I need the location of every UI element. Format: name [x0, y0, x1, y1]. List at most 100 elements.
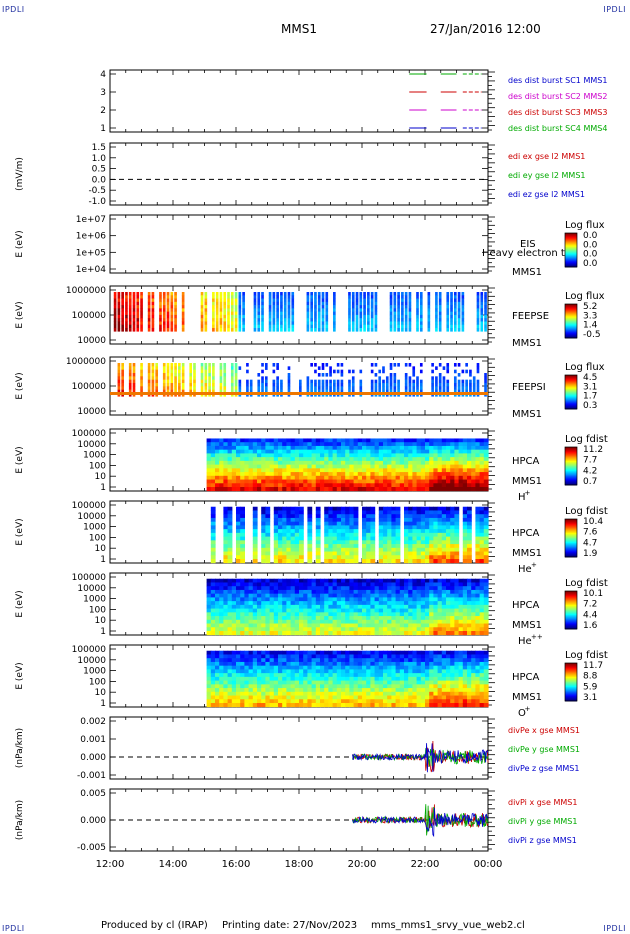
spectrogram-cell: [244, 604, 250, 609]
spectrogram-cell: [206, 472, 212, 477]
spectrogram-cell: [454, 597, 460, 602]
spectrogram-cell: [484, 386, 487, 390]
spectrogram-cell: [257, 460, 262, 465]
spectrogram-cell: [416, 376, 419, 380]
spectrogram-cell: [471, 578, 476, 583]
spectrogram-cell: [374, 453, 380, 458]
spectrogram-cell: [253, 311, 257, 316]
spectrogram-cell: [412, 383, 416, 387]
colorbar-segment: [565, 453, 577, 456]
spectrogram-cell: [227, 582, 233, 587]
spectrogram-cell: [345, 582, 350, 587]
spectrogram-cell: [332, 438, 338, 443]
spectrogram-cell: [227, 318, 230, 322]
spectrogram-cell: [303, 608, 308, 613]
spectrogram-cell: [311, 457, 317, 462]
spectrogram-cell: [306, 305, 310, 309]
spectrogram-cell: [389, 318, 393, 322]
spectrogram-cell: [476, 305, 480, 309]
spectrogram-cell: [387, 555, 392, 560]
spectrogram-cell: [170, 373, 174, 377]
spectrogram-cell: [234, 311, 238, 316]
spectrogram-cell: [446, 547, 451, 552]
spectrogram-cell: [121, 321, 124, 326]
spectrogram-cell: [212, 308, 215, 312]
spectrogram-cell: [227, 525, 233, 530]
spectrogram-cell: [345, 460, 350, 465]
spectrogram-cell: [458, 604, 464, 609]
spectrogram-cell: [441, 578, 447, 583]
spectrogram-cell: [387, 438, 392, 443]
spectrogram-cell: [234, 366, 238, 370]
colorbar-tick-label: 4.5: [583, 373, 597, 383]
spectrogram-cell: [399, 627, 405, 632]
spectrogram-cell: [349, 555, 355, 560]
spectrogram-cell: [290, 586, 296, 591]
spectrogram-cell: [242, 301, 245, 306]
spectrogram-cell: [387, 604, 392, 609]
spectrogram-cell: [121, 298, 124, 303]
spectrogram-cell: [461, 311, 465, 316]
spectrogram-cell: [479, 468, 485, 473]
spectrogram-cell: [219, 483, 224, 488]
spacecraft-label: MMS1: [512, 338, 542, 349]
spectrogram-cell: [287, 373, 291, 377]
spectrogram-cell: [404, 318, 408, 322]
spectrogram-cell: [370, 464, 376, 469]
spectrogram-cell: [257, 586, 262, 591]
spectrogram-cell: [341, 510, 346, 515]
spectrogram-cell: [286, 529, 292, 534]
spectrogram-cell: [483, 457, 489, 462]
spectrogram-cell: [333, 386, 336, 390]
spectrogram-cell: [420, 525, 426, 530]
spectrogram-cell: [206, 616, 212, 621]
colorbar-segment: [565, 546, 577, 549]
spectrogram-cell: [248, 589, 254, 595]
spectrogram-cell: [206, 612, 212, 617]
spectrogram-cell: [324, 597, 329, 602]
spectrogram-cell: [431, 386, 434, 390]
spectrogram-cell: [147, 321, 151, 326]
spectrogram-cell: [345, 525, 350, 530]
colorbar-segment: [565, 237, 577, 240]
spectrogram-cell: [450, 483, 455, 488]
spectrogram-cell: [404, 292, 408, 296]
spectrogram-cell: [321, 318, 325, 322]
spectrogram-cell: [240, 627, 245, 632]
spectrogram-cell: [219, 619, 224, 624]
spectrogram-cell: [412, 479, 418, 484]
spectrogram-cell: [307, 453, 313, 458]
spectrogram-cell: [412, 544, 418, 549]
spectrogram-cell: [341, 547, 346, 552]
spectrogram-cell: [353, 445, 359, 451]
spectrogram-cell: [223, 578, 229, 583]
spectrogram-cell: [170, 389, 174, 394]
spectrogram-cell: [286, 445, 292, 451]
spectrogram-cell: [416, 487, 422, 492]
spectrogram-cell: [204, 292, 208, 296]
spectrogram-cell: [367, 298, 370, 303]
spectrogram-cell: [475, 460, 481, 465]
spectrogram-cell: [253, 314, 257, 319]
spectrogram-cell: [174, 318, 177, 322]
spectrogram-cell: [257, 597, 262, 602]
colorbar-segment: [565, 333, 577, 336]
spectrogram-cell: [345, 547, 350, 552]
spectrogram-cell: [269, 612, 275, 617]
spectrogram-cell: [282, 442, 287, 447]
spectrogram-cell: [378, 547, 384, 552]
spectrogram-cell: [433, 506, 439, 511]
spectrogram-cell: [435, 305, 438, 309]
colorbar-segment: [565, 524, 577, 526]
spectrogram-cell: [269, 601, 275, 606]
spectrogram-cell: [257, 324, 261, 329]
spectrogram-cell: [310, 298, 313, 303]
spectrogram-cell: [336, 544, 342, 549]
spectrogram-cell: [236, 453, 241, 458]
spectrogram-cell: [345, 529, 350, 534]
spectrogram-cell: [272, 308, 276, 312]
spectrogram-cell: [458, 627, 464, 632]
spectrogram-cell: [408, 318, 412, 322]
spectrogram-cell: [257, 305, 261, 309]
